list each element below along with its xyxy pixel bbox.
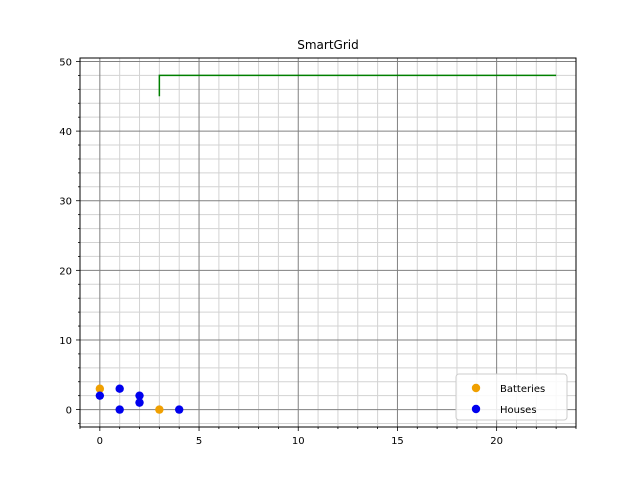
houses-point <box>135 391 144 400</box>
route-line <box>158 74 557 97</box>
scatter-points-layer <box>95 384 184 414</box>
houses-point <box>115 405 124 414</box>
houses-point <box>135 398 144 407</box>
houses-point <box>95 391 105 400</box>
legend-marker-batteries <box>471 383 481 393</box>
y-tick-label: 30 <box>59 197 72 208</box>
legend: Batteries Houses <box>455 373 568 421</box>
batteries-point <box>155 405 164 414</box>
x-tick-label: 0 <box>97 436 103 447</box>
y-tick-label: 0 <box>66 406 72 417</box>
y-tick-label: 20 <box>59 266 72 277</box>
chart-title: SmartGrid <box>297 38 358 52</box>
houses-point <box>115 384 124 393</box>
axis-ticks: 0 5 10 15 20 0 10 20 30 40 50 <box>59 57 577 447</box>
x-tick-label: 20 <box>490 436 503 447</box>
batteries-point <box>95 384 105 393</box>
legend-label-batteries: Batteries <box>500 384 545 395</box>
y-tick-label: 50 <box>59 57 72 68</box>
houses-point <box>175 405 184 414</box>
legend-label-houses: Houses <box>500 405 537 416</box>
x-tick-label: 15 <box>391 436 404 447</box>
y-tick-label: 40 <box>59 127 72 138</box>
legend-marker-houses <box>471 404 481 414</box>
x-tick-label: 5 <box>196 436 202 447</box>
minor-grid <box>79 58 577 427</box>
y-tick-label: 10 <box>59 336 72 347</box>
major-grid <box>80 58 576 427</box>
legend-box <box>455 373 568 421</box>
x-tick-label: 10 <box>292 436 305 447</box>
line-series-layer <box>158 74 557 97</box>
